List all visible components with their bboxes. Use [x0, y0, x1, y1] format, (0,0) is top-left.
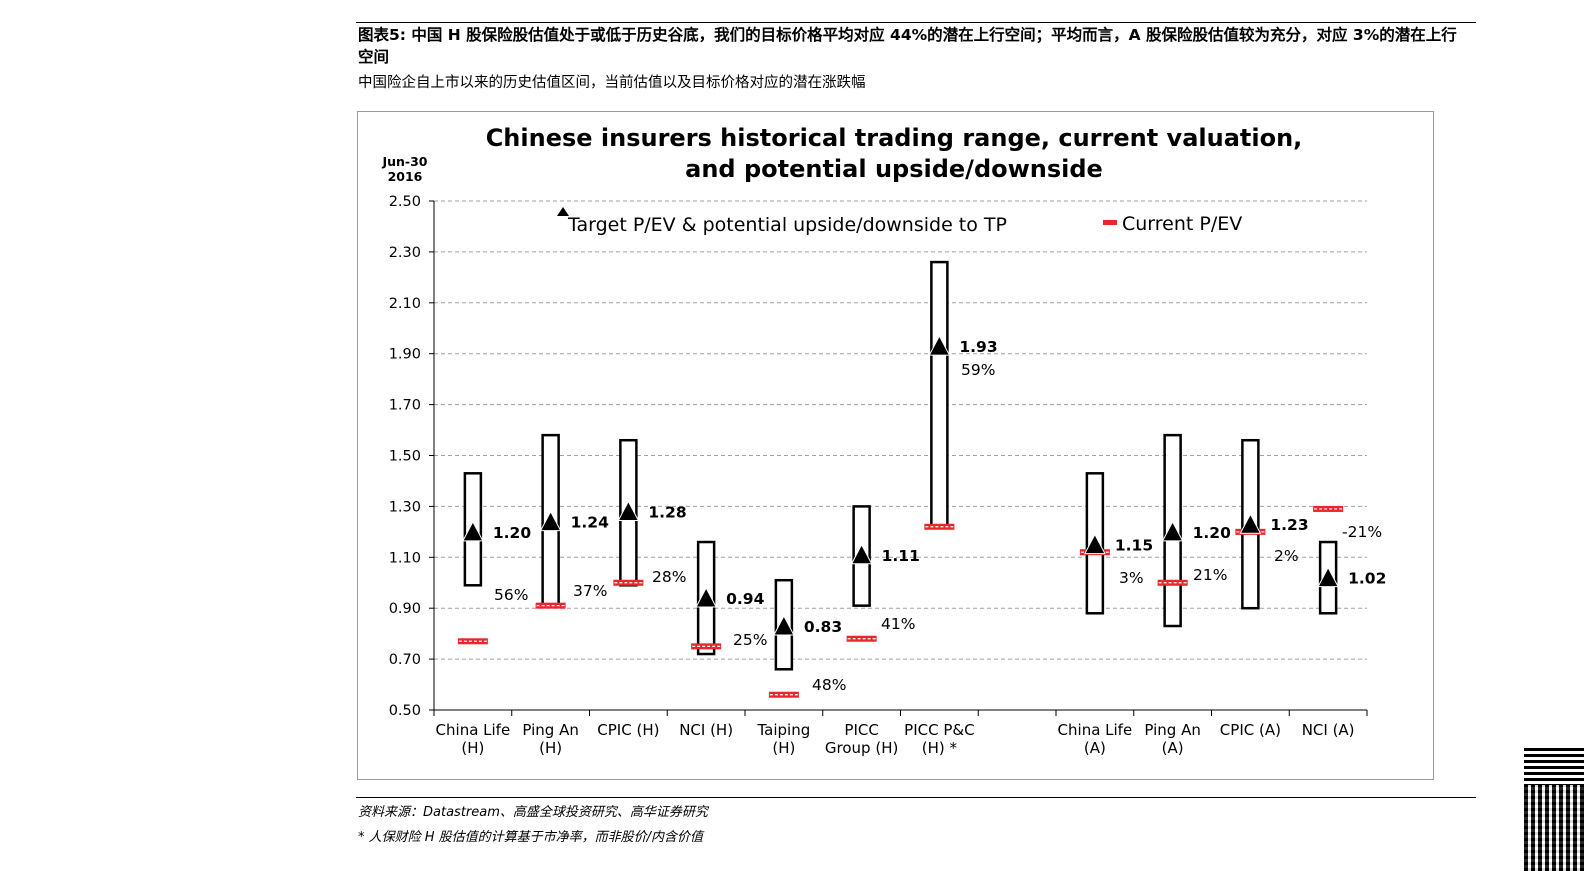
current-pev-marker — [1157, 579, 1188, 586]
target-pev-marker — [539, 510, 562, 532]
target-pev-marker — [1084, 533, 1106, 555]
upside-pct-label: 41% — [881, 615, 915, 633]
x-category-sublabel: (A) — [1162, 739, 1184, 757]
target-value-label: 0.94 — [726, 590, 764, 608]
y-tick-label: 1.50 — [389, 449, 421, 465]
legend-target-marker — [557, 207, 569, 216]
upside-pct-label: 25% — [733, 631, 767, 649]
figure-subcaption: 中国险企自上市以来的历史估值区间，当前估值以及目标价格对应的潜在涨跌幅 — [358, 75, 866, 91]
upside-pct-label: -21% — [1342, 523, 1382, 541]
current-pev-marker — [691, 643, 722, 650]
upside-pct-label: 59% — [961, 361, 995, 379]
qr-code-pattern — [1524, 785, 1584, 871]
x-category-sublabel: (H) — [461, 739, 484, 757]
x-category-sublabel: (A) — [1084, 739, 1106, 757]
current-pev-marker — [457, 638, 488, 645]
y-tick-label: 0.50 — [389, 703, 421, 719]
legend-current-marker — [1103, 220, 1117, 225]
current-pev-marker — [1313, 505, 1344, 512]
x-category-label: PICC P&C — [904, 721, 974, 739]
target-value-label: 1.93 — [959, 338, 997, 356]
y-tick-label: 2.50 — [389, 194, 421, 210]
y-tick-label: 0.70 — [389, 652, 421, 668]
target-value-label: 1.11 — [882, 547, 920, 565]
y-tick-label: 1.90 — [389, 347, 421, 363]
current-pev-marker — [846, 635, 877, 642]
upside-pct-label: 28% — [652, 568, 686, 586]
target-pev-marker — [695, 586, 717, 608]
y-tick-label: 1.30 — [389, 499, 421, 515]
x-category-label: China Life — [436, 721, 511, 739]
footnote: * 人保财险 H 股估值的计算基于市净率，而非股价/内含价值 — [358, 830, 704, 845]
upside-pct-label: 37% — [573, 582, 607, 600]
target-pev-marker — [850, 543, 873, 565]
chart-title-line-2: and potential upside/downside — [685, 155, 1103, 183]
upside-pct-label: 48% — [812, 676, 846, 694]
x-category-sublabel: (H) — [772, 739, 795, 757]
current-pev-marker — [924, 523, 955, 530]
upside-pct-label: 21% — [1193, 566, 1227, 584]
target-value-label: 1.02 — [1348, 570, 1386, 588]
target-value-label: 1.28 — [648, 503, 686, 521]
y-tick-label: 1.70 — [389, 398, 421, 414]
x-category-label: NCI (A) — [1302, 721, 1355, 739]
x-category-label: Taiping — [756, 721, 810, 739]
caption-top-rule — [356, 22, 1476, 23]
source-top-rule — [356, 797, 1476, 798]
upside-pct-label: 56% — [494, 586, 528, 604]
target-value-label: 1.24 — [571, 514, 609, 532]
target-pev-marker — [928, 334, 951, 356]
date-label: Jun-30 — [381, 154, 427, 169]
x-category-sublabel: Group (H) — [825, 739, 898, 757]
x-category-label: Ping An — [522, 721, 578, 739]
chart-title-line-1: Chinese insurers historical trading rang… — [486, 124, 1303, 152]
date-label-year: 2016 — [388, 169, 423, 184]
upside-pct-label: 2% — [1274, 547, 1299, 565]
figure-caption: 图表5: 中国 H 股保险股估值处于或低于历史谷底，我们的目标价格平均对应 44… — [358, 26, 1457, 66]
y-tick-label: 2.10 — [389, 296, 421, 312]
target-value-label: 0.83 — [804, 618, 842, 636]
target-pev-marker — [773, 614, 795, 636]
target-pev-marker — [1239, 513, 1262, 534]
x-category-label: China Life — [1058, 721, 1133, 739]
x-category-label: PICC — [844, 721, 878, 739]
target-pev-marker — [617, 500, 640, 521]
x-category-sublabel: (H) * — [922, 739, 958, 757]
legend-current-label: Current P/EV — [1122, 213, 1242, 235]
target-value-label: 1.20 — [493, 524, 531, 542]
legend-target-label: Target P/EV & potential upside/downside … — [567, 214, 1007, 236]
y-tick-label: 0.90 — [389, 601, 421, 617]
target-value-label: 1.15 — [1115, 537, 1153, 555]
range-box — [930, 260, 949, 529]
x-category-sublabel: (H) — [539, 739, 562, 757]
current-pev-marker — [535, 602, 566, 609]
x-category-label: CPIC (H) — [597, 721, 659, 739]
x-category-label: Ping An — [1144, 721, 1200, 739]
y-tick-label: 2.30 — [389, 245, 421, 261]
current-pev-marker — [613, 579, 644, 586]
x-category-label: NCI (H) — [679, 721, 733, 739]
source-note: 资料来源：Datastream、高盛全球投资研究、高华证券研究 — [358, 805, 708, 820]
target-pev-marker — [462, 520, 484, 542]
x-category-label: CPIC (A) — [1220, 721, 1281, 739]
target-value-label: 1.20 — [1193, 524, 1231, 542]
target-pev-marker — [1317, 566, 1339, 588]
current-pev-marker — [768, 691, 799, 698]
upside-pct-label: 3% — [1119, 569, 1144, 587]
target-value-label: 1.23 — [1270, 516, 1308, 534]
y-tick-label: 1.10 — [389, 550, 421, 566]
range-chart: Chinese insurers historical trading rang… — [381, 124, 1386, 757]
target-pev-marker — [1161, 520, 1184, 542]
